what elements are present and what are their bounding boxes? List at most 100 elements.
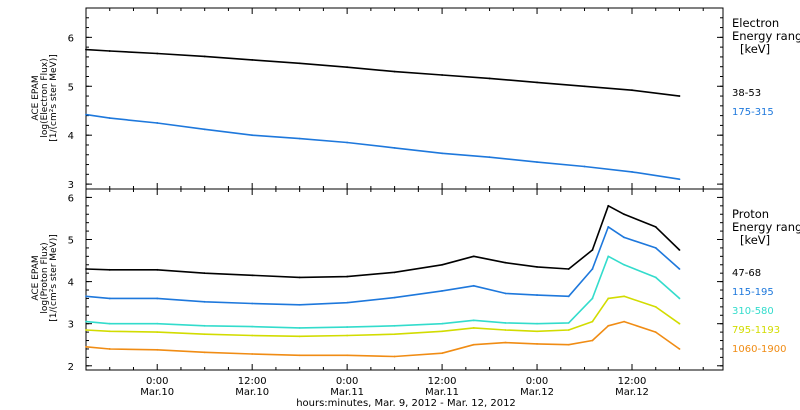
data-point	[567, 268, 570, 270]
data-point	[504, 292, 507, 295]
data-point	[591, 320, 594, 323]
proton-panel-ticks: 2 3 4 5 6	[68, 189, 723, 373]
data-point	[108, 50, 111, 52]
data-point	[85, 295, 87, 298]
data-point	[583, 165, 586, 168]
data-point	[156, 52, 159, 55]
data-point	[441, 74, 443, 76]
data-point	[85, 268, 87, 270]
data-point	[591, 339, 594, 342]
y-tick-label: 5	[68, 236, 74, 247]
data-point	[203, 324, 206, 327]
legend-entry-115-195: 115-195	[732, 287, 774, 298]
x-tick-date-label: Mar.10	[235, 387, 269, 398]
data-point	[85, 320, 87, 323]
data-point	[536, 265, 538, 268]
proton-ylabel-line2: log(Proton Flux)	[40, 242, 50, 313]
data-point	[472, 327, 475, 329]
data-point	[108, 297, 111, 300]
data-point	[504, 329, 507, 331]
electron-legend-title-line3: [keV]	[740, 42, 770, 56]
data-point	[85, 48, 87, 51]
data-point	[623, 213, 625, 216]
data-point	[393, 271, 396, 274]
data-point	[583, 85, 586, 88]
data-point	[393, 324, 396, 327]
data-point	[251, 353, 254, 355]
data-point	[591, 297, 594, 300]
data-point	[504, 341, 507, 344]
x-tick-labels: 0:00Mar.1012:00Mar.100:00Mar.1112:00Mar.…	[140, 376, 649, 398]
data-point	[156, 322, 159, 325]
x-tick-time-label: 0:00	[336, 376, 358, 387]
data-point	[298, 327, 301, 329]
data-point	[346, 326, 349, 328]
data-point	[567, 295, 570, 298]
electron-ylabel-line1: ACE EPAM	[31, 75, 41, 120]
data-point	[156, 348, 159, 351]
data-point	[536, 330, 538, 333]
data-point	[678, 348, 681, 350]
electron-panel-ticks: 3 4 5 6	[68, 8, 723, 191]
x-tick-date-label: Mar.12	[520, 387, 554, 398]
x-tick-time-label: 12:00	[618, 376, 647, 387]
legend-entry-310-580: 310-580	[732, 306, 774, 317]
data-point	[536, 81, 538, 84]
y-tick-label: 6	[68, 193, 74, 204]
electron-legend-title-line1: Electron	[732, 16, 779, 30]
electron-series-group	[85, 48, 681, 181]
data-point	[678, 95, 681, 97]
data-point	[504, 261, 507, 264]
data-point	[631, 89, 633, 92]
data-point	[393, 333, 396, 336]
proton-ylabel-line3: [1/(cm²s ster MeV)]	[49, 234, 59, 321]
electron-ylabel-line2: log(Electron Flux)	[40, 58, 50, 137]
data-point	[488, 77, 491, 80]
data-point	[631, 170, 633, 173]
data-point	[678, 178, 681, 181]
data-point	[108, 348, 111, 350]
data-point	[623, 295, 625, 298]
y-tick-label: 4	[68, 131, 74, 142]
electron-ylabel-line3: [1/(cm²s ster MeV)]	[49, 54, 59, 141]
data-point	[654, 331, 657, 334]
data-point	[298, 62, 301, 65]
data-point	[654, 305, 657, 308]
data-point	[203, 300, 206, 303]
data-point	[472, 255, 475, 258]
x-axis-title: hours:minutes, Mar. 9, 2012 - Mar. 12, 2…	[296, 398, 516, 409]
proton-panel-frame	[85, 188, 724, 371]
legend-entry-795-1193: 795-1193	[732, 325, 780, 336]
data-point	[156, 297, 159, 300]
x-tick-date-label: Mar.10	[140, 387, 174, 398]
data-point	[536, 294, 538, 296]
data-point	[85, 113, 87, 116]
data-point	[393, 147, 396, 149]
proton-legend-title-line2: Energy ranges	[732, 220, 800, 234]
data-point	[567, 343, 570, 346]
data-point	[536, 161, 538, 163]
data-point	[441, 352, 443, 355]
data-point	[298, 137, 301, 140]
data-point	[441, 330, 443, 333]
data-point	[607, 204, 610, 207]
data-point	[607, 255, 610, 258]
x-tick-time-label: 12:00	[238, 376, 267, 387]
data-point	[441, 263, 443, 266]
series-line-38-53	[85, 48, 680, 97]
electron-legend-title-line2: Energy ranges	[732, 29, 800, 43]
data-point	[623, 320, 625, 323]
data-point	[251, 58, 254, 61]
data-point	[591, 249, 594, 251]
data-point	[536, 343, 538, 345]
series-line-115-195	[85, 226, 681, 306]
data-point	[251, 134, 254, 137]
data-point	[298, 354, 301, 357]
proton-legend-title-line3: [keV]	[740, 233, 770, 247]
y-tick-label: 2	[68, 362, 74, 373]
proton-ylabel-group: ACE EPAM log(Proton Flux) [1/(cm²s ster …	[31, 234, 59, 321]
data-point	[591, 268, 594, 270]
data-point	[156, 268, 159, 271]
data-point	[441, 322, 443, 325]
